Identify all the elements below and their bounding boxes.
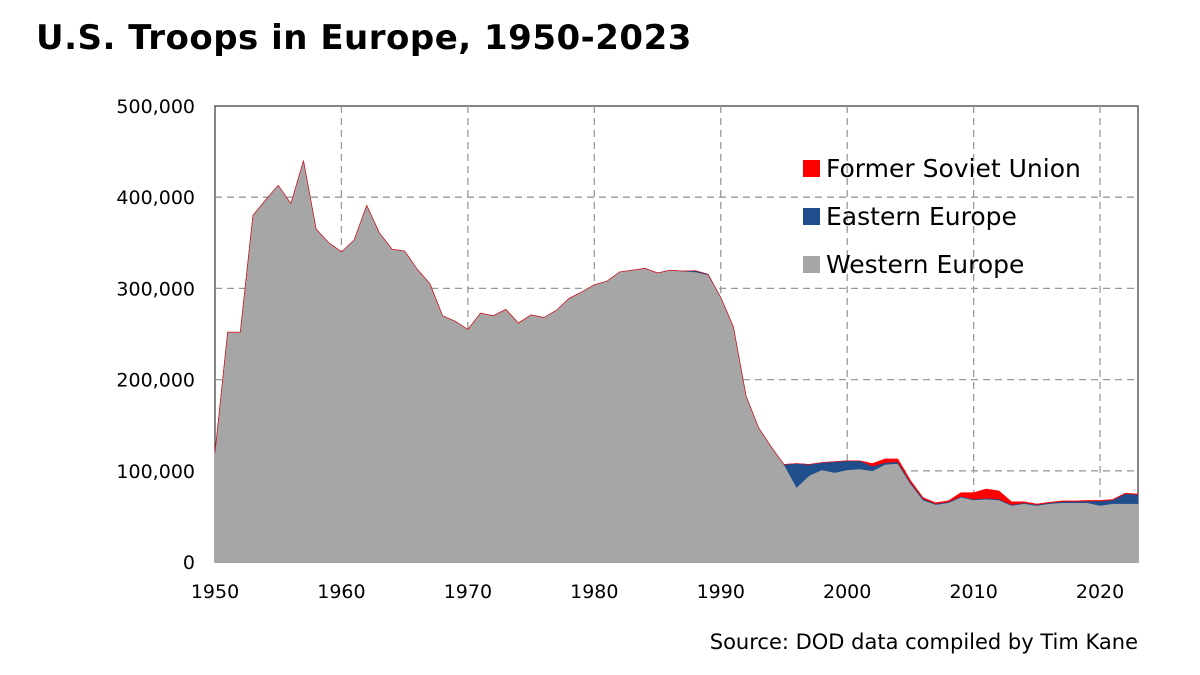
y-tick-label: 300,000 (116, 278, 195, 300)
x-tick-label: 1990 (697, 581, 745, 603)
x-tick-label: 1980 (570, 581, 618, 603)
y-tick-label: 100,000 (116, 461, 195, 483)
legend-item-western-europe: Western Europe (803, 250, 1024, 279)
x-tick-label: 2010 (949, 581, 997, 603)
y-tick-label: 200,000 (116, 370, 195, 392)
legend-swatch (803, 160, 820, 177)
x-tick-label: 1950 (191, 581, 239, 603)
series-areas (214, 160, 1139, 563)
legend-label: Eastern Europe (826, 202, 1017, 231)
x-tick-label: 1970 (444, 581, 492, 603)
legend-swatch (803, 208, 820, 225)
y-tick-label: 0 (183, 552, 195, 574)
plot-area: 0 100,000 200,000 300,000 400,000 500,000 195… (116, 96, 1139, 603)
source-note: Source: DOD data compiled by Tim Kane (709, 630, 1138, 654)
series-area-former-soviet-union (214, 160, 1139, 505)
x-axis: 1950 1960 1970 1980 1990 2000 2010 2020 (191, 581, 1124, 603)
legend: Former Soviet Union Eastern Europe Western… (803, 154, 1081, 279)
y-axis: 0 100,000 200,000 300,000 400,000 500,000 (116, 96, 195, 574)
legend-swatch (803, 256, 820, 273)
x-tick-label: 1960 (317, 581, 365, 603)
x-tick-label: 2020 (1076, 581, 1124, 603)
legend-item-eastern-europe: Eastern Europe (803, 202, 1017, 231)
y-tick-label: 500,000 (116, 96, 195, 118)
legend-item-former-soviet-union: Former Soviet Union (803, 154, 1081, 183)
y-tick-label: 400,000 (116, 187, 195, 209)
legend-label: Former Soviet Union (826, 154, 1081, 183)
chart-title: U.S. Troops in Europe, 1950-2023 (36, 18, 692, 58)
legend-label: Western Europe (826, 250, 1024, 279)
x-tick-label: 2000 (823, 581, 871, 603)
